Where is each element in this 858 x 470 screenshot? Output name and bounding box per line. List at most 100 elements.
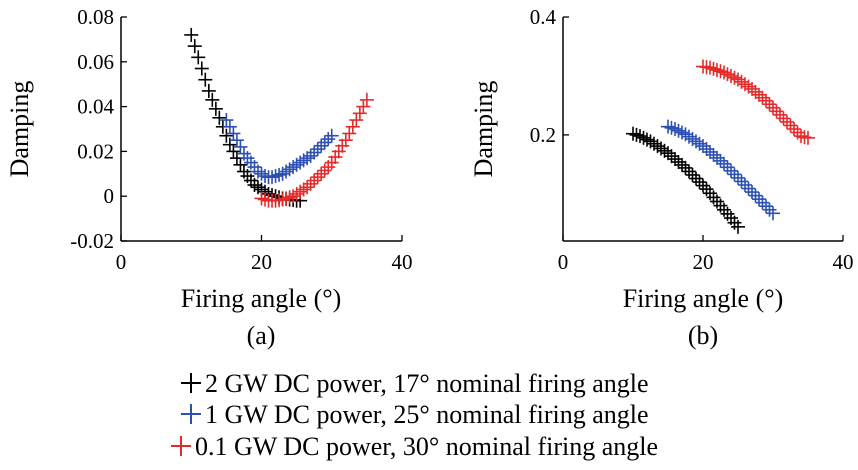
data-point <box>629 127 644 142</box>
data-point <box>626 126 640 141</box>
y-axis-label: Damping <box>469 81 498 178</box>
x-ticks: 0 20 40 <box>558 235 854 274</box>
data-point <box>328 150 343 164</box>
data-point <box>706 147 721 162</box>
data-point <box>668 122 682 136</box>
data-point <box>226 126 241 141</box>
x-axis-label: Firing angle (°) <box>181 284 342 313</box>
y-tick-label: -0.02 <box>70 229 114 253</box>
data-point <box>289 186 304 201</box>
data-point <box>265 170 280 185</box>
data-point <box>296 153 311 168</box>
data-point <box>752 192 766 207</box>
series <box>661 119 780 221</box>
y-tick-label: 0 <box>104 184 115 208</box>
data-point <box>233 139 248 154</box>
legend-item: 1 GW DC power, 25° nominal firing angle <box>181 400 649 429</box>
data-point <box>345 119 360 134</box>
data-point <box>762 202 777 217</box>
data-point <box>685 167 700 182</box>
legend-label: 0.1 GW DC power, 30° nominal firing angl… <box>195 432 658 461</box>
data-point <box>222 137 237 152</box>
y-tick-label: 0.06 <box>77 50 114 74</box>
data-point <box>250 180 265 195</box>
data-point <box>222 119 237 134</box>
data-point <box>198 72 213 87</box>
data-point <box>766 206 780 221</box>
data-point <box>755 90 770 105</box>
legend-label: 1 GW DC power, 25° nominal firing angle <box>205 400 649 429</box>
data-point <box>201 83 216 98</box>
y-tick-label: 0.08 <box>77 5 114 29</box>
data-point <box>247 178 262 192</box>
data-point <box>699 142 714 157</box>
data-point <box>766 100 780 115</box>
y-ticks: 0.2 0.4 <box>530 5 569 147</box>
data-point <box>314 166 329 181</box>
data-point <box>359 92 374 107</box>
data-point <box>671 123 686 138</box>
data-point <box>335 138 350 153</box>
data-point <box>661 119 675 134</box>
series <box>696 59 815 145</box>
data-point <box>713 64 728 79</box>
data-point <box>191 50 206 65</box>
x-tick-label: 40 <box>392 250 413 274</box>
legend-marker <box>181 404 201 424</box>
data-point <box>310 142 325 157</box>
data-point <box>731 170 745 185</box>
legend: 2 GW DC power, 17° nominal firing angle … <box>171 369 658 461</box>
data-point <box>338 133 353 148</box>
data-point <box>773 107 787 122</box>
data-point <box>279 191 294 206</box>
data-point <box>769 104 784 119</box>
data-point <box>303 148 318 163</box>
data-point <box>783 118 798 133</box>
data-point <box>762 97 777 112</box>
y-tick-label: 0.2 <box>530 123 556 147</box>
data-point <box>233 157 248 172</box>
data-point <box>776 111 791 126</box>
data-point <box>748 188 763 203</box>
data-point <box>226 144 241 159</box>
data-point <box>219 128 234 143</box>
data-point <box>717 65 731 80</box>
data-point <box>286 160 301 175</box>
data-point <box>668 152 682 167</box>
marks-layer <box>184 27 374 208</box>
data-point <box>678 160 693 175</box>
marks-layer <box>626 59 815 234</box>
x-tick-label: 0 <box>116 250 127 274</box>
data-point <box>696 178 710 193</box>
data-point <box>307 173 322 188</box>
data-point <box>741 181 756 196</box>
x-tick-label: 20 <box>251 250 272 274</box>
legend-item: 2 GW DC power, 17° nominal firing angle <box>181 369 649 398</box>
x-tick-label: 40 <box>833 250 854 274</box>
series <box>254 92 374 208</box>
data-point <box>710 63 724 78</box>
data-point <box>275 192 290 207</box>
data-point <box>254 166 269 181</box>
y-ticks: -0.02 0 0.02 0.04 0.06 0.08 <box>70 5 127 253</box>
data-point <box>317 135 332 150</box>
data-point <box>794 129 808 144</box>
data-point <box>692 175 707 190</box>
data-point <box>706 61 721 76</box>
x-ticks: 0 20 40 <box>116 235 413 274</box>
data-point <box>342 126 357 141</box>
data-point <box>356 99 371 114</box>
data-point <box>745 81 759 96</box>
data-point <box>724 68 738 83</box>
data-point <box>661 146 675 161</box>
data-point <box>780 114 794 129</box>
y-axis-label: Damping <box>5 81 34 178</box>
data-point <box>303 176 318 191</box>
y-tick-label: 0.4 <box>530 5 557 29</box>
data-point <box>208 101 223 116</box>
data-point <box>703 144 717 159</box>
data-point <box>254 191 269 206</box>
data-point <box>682 164 696 179</box>
